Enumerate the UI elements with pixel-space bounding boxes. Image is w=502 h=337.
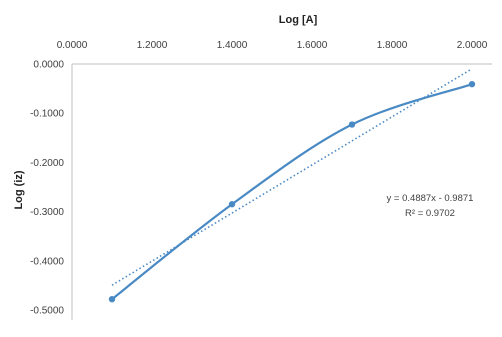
x-tick-labels: 0.0000 1.2000 1.4000 1.6000 1.8000 2.0000 (57, 40, 488, 51)
data-point (228, 201, 236, 208)
x-tick-label: 1.8000 (377, 40, 408, 51)
series-line (111, 83, 473, 301)
data-point (108, 295, 116, 303)
x-tick-label: 1.2000 (137, 40, 168, 51)
y-tick-labels: 0.0000 -0.1000 -0.2000 -0.3000 -0.4000 -0.500… (30, 60, 64, 317)
data-point (468, 80, 476, 88)
y-tick-label: -0.3000 (30, 207, 64, 218)
x-axis-title: Log [A] (279, 14, 318, 26)
y-axis-title: Log (iz) (13, 170, 25, 209)
x-tick-label: 1.4000 (217, 40, 248, 51)
y-tick-label: -0.5000 (30, 306, 64, 317)
trendline-equation: y = 0.4887x - 0.9871 (387, 193, 474, 204)
data-points (108, 80, 476, 303)
x-tick-label: 0.0000 (57, 40, 88, 51)
x-tick-label: 1.6000 (297, 40, 328, 51)
y-tick-label: -0.4000 (30, 256, 64, 267)
x-tick-label: 2.0000 (457, 40, 488, 51)
y-tick-label: 0.0000 (33, 60, 64, 71)
y-tick-label: -0.2000 (30, 158, 64, 169)
y-tick-label: -0.1000 (30, 109, 64, 120)
r-squared-label: R² = 0.9702 (405, 208, 455, 219)
trendline (111, 68, 473, 286)
data-point (348, 121, 356, 128)
